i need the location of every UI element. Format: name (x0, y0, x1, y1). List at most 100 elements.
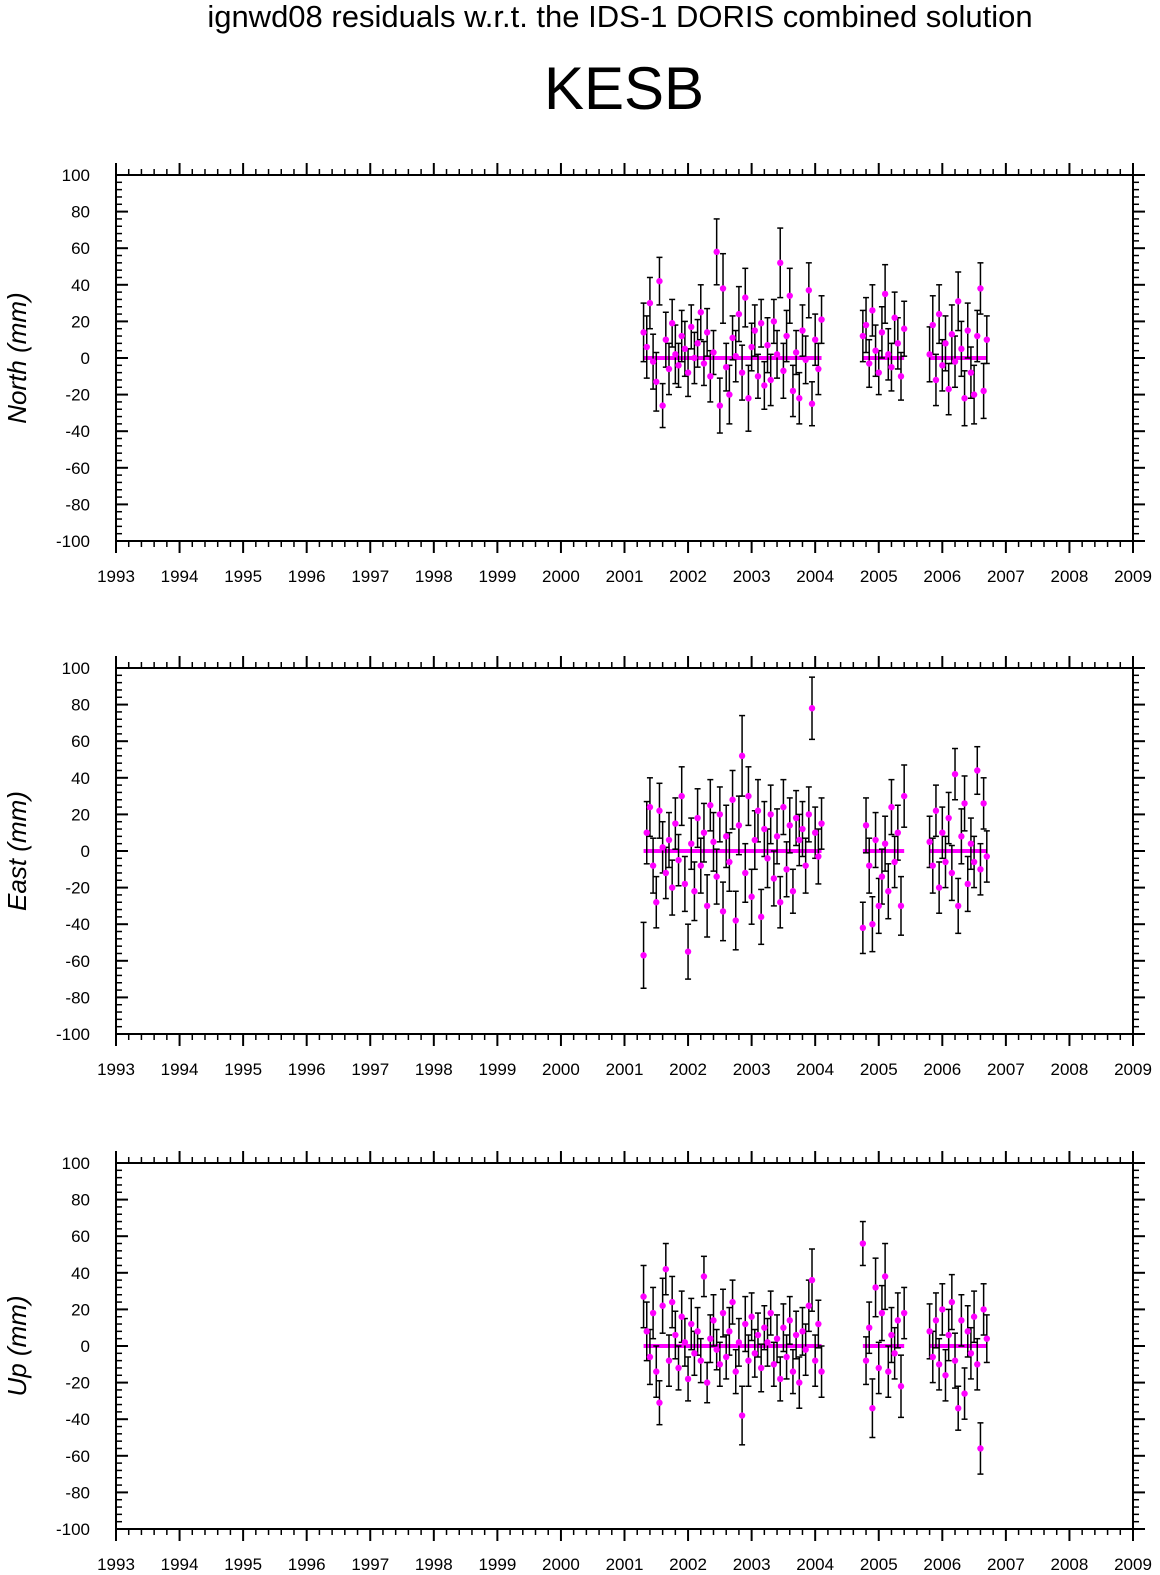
data-point (939, 362, 946, 369)
data-point (926, 1328, 933, 1335)
data-point (885, 1368, 892, 1375)
data-point (738, 1412, 746, 1419)
y-tick-label: 60 (71, 732, 90, 751)
data-point (815, 1320, 822, 1328)
x-tick-label: 2008 (1051, 1060, 1089, 1079)
x-tick-label: 1993 (97, 1060, 135, 1079)
data-point (764, 855, 771, 862)
data-point (878, 329, 886, 336)
x-tick-label: 1994 (161, 1555, 199, 1574)
data-point (805, 1302, 813, 1309)
data-point (773, 833, 781, 840)
data-point (805, 811, 813, 818)
data-point (640, 952, 647, 959)
data-point (723, 833, 730, 840)
data-point (891, 858, 898, 866)
data-point (659, 402, 666, 409)
x-tick-label: 2009 (1114, 1060, 1152, 1079)
data-point (672, 1331, 679, 1339)
y-tick-label: -60 (65, 459, 90, 478)
data-point (653, 378, 660, 385)
y-tick-label: 20 (71, 312, 90, 331)
x-tick-label: 1998 (415, 567, 453, 586)
data-point (707, 802, 714, 809)
data-point (757, 1364, 765, 1372)
data-point (881, 1273, 889, 1280)
y-tick-label: -80 (65, 1483, 90, 1502)
y-tick-label: 40 (71, 769, 90, 788)
data-point (945, 814, 952, 822)
data-point (970, 858, 978, 866)
data-point (719, 285, 727, 292)
data-point (964, 1328, 971, 1335)
data-point (665, 1357, 673, 1364)
y-axis-title: Up (mm) (2, 1295, 32, 1396)
data-point (964, 880, 971, 888)
data-point (935, 1361, 943, 1368)
data-point (710, 349, 717, 356)
x-tick-label: 1995 (224, 567, 262, 586)
data-point (818, 820, 825, 827)
data-point (811, 1357, 819, 1364)
data-point (646, 1353, 654, 1361)
data-point (668, 884, 676, 891)
data-point (761, 1324, 768, 1331)
data-point (955, 1405, 962, 1412)
y-tick-label: 0 (81, 1337, 90, 1356)
data-point (697, 1357, 704, 1364)
data-point (967, 840, 975, 847)
x-tick-label: 2004 (796, 567, 834, 586)
station-title: KESB (543, 55, 705, 122)
data-point (783, 332, 790, 340)
data-point (700, 360, 708, 367)
y-tick-label: 60 (71, 1227, 90, 1246)
data-point (681, 345, 689, 353)
data-point (688, 840, 695, 847)
data-point (974, 332, 981, 340)
panel-east: 1993 1994 1995 1996 1997 1998 1999 2000 2001 2002… (2, 656, 1152, 1079)
data-point (773, 1335, 781, 1342)
data-point (802, 1346, 809, 1353)
data-point (770, 1361, 778, 1368)
data-point (742, 869, 749, 877)
data-point (681, 1339, 689, 1346)
data-point (668, 320, 676, 327)
x-tick-label: 1997 (351, 1060, 389, 1079)
data-point (958, 345, 965, 353)
x-tick-label: 2002 (669, 1060, 707, 1079)
data-point (932, 807, 940, 814)
data-point (866, 360, 873, 367)
data-point (894, 829, 902, 836)
y-tick-label: -40 (65, 1410, 90, 1429)
x-tick-label: 2001 (606, 1555, 644, 1574)
y-axis-title: North (mm) (2, 292, 32, 423)
data-point (900, 325, 908, 332)
data-point (684, 1375, 692, 1383)
data-point (789, 387, 797, 395)
y-tick-label: -60 (65, 1447, 90, 1466)
data-point (970, 1313, 978, 1320)
data-point (799, 327, 806, 334)
data-point (738, 752, 746, 760)
data-point (703, 902, 711, 910)
data-point (929, 1353, 936, 1361)
data-point (780, 367, 787, 375)
data-point (792, 1331, 800, 1339)
data-point (792, 814, 800, 822)
x-tick-label: 2000 (542, 1555, 580, 1574)
data-point (805, 287, 813, 294)
data-point (964, 327, 971, 334)
data-point (939, 1306, 946, 1313)
data-point (888, 1331, 895, 1339)
data-point (926, 351, 933, 358)
data-point (980, 1306, 987, 1313)
data-point (951, 770, 959, 778)
x-tick-label: 2000 (542, 567, 580, 586)
x-tick-label: 2008 (1051, 567, 1089, 586)
data-point (780, 1324, 787, 1331)
data-point (716, 811, 724, 818)
x-tick-label: 2005 (860, 1060, 898, 1079)
data-point (703, 1379, 711, 1386)
data-point (796, 836, 803, 844)
y-tick-label: 80 (71, 696, 90, 715)
